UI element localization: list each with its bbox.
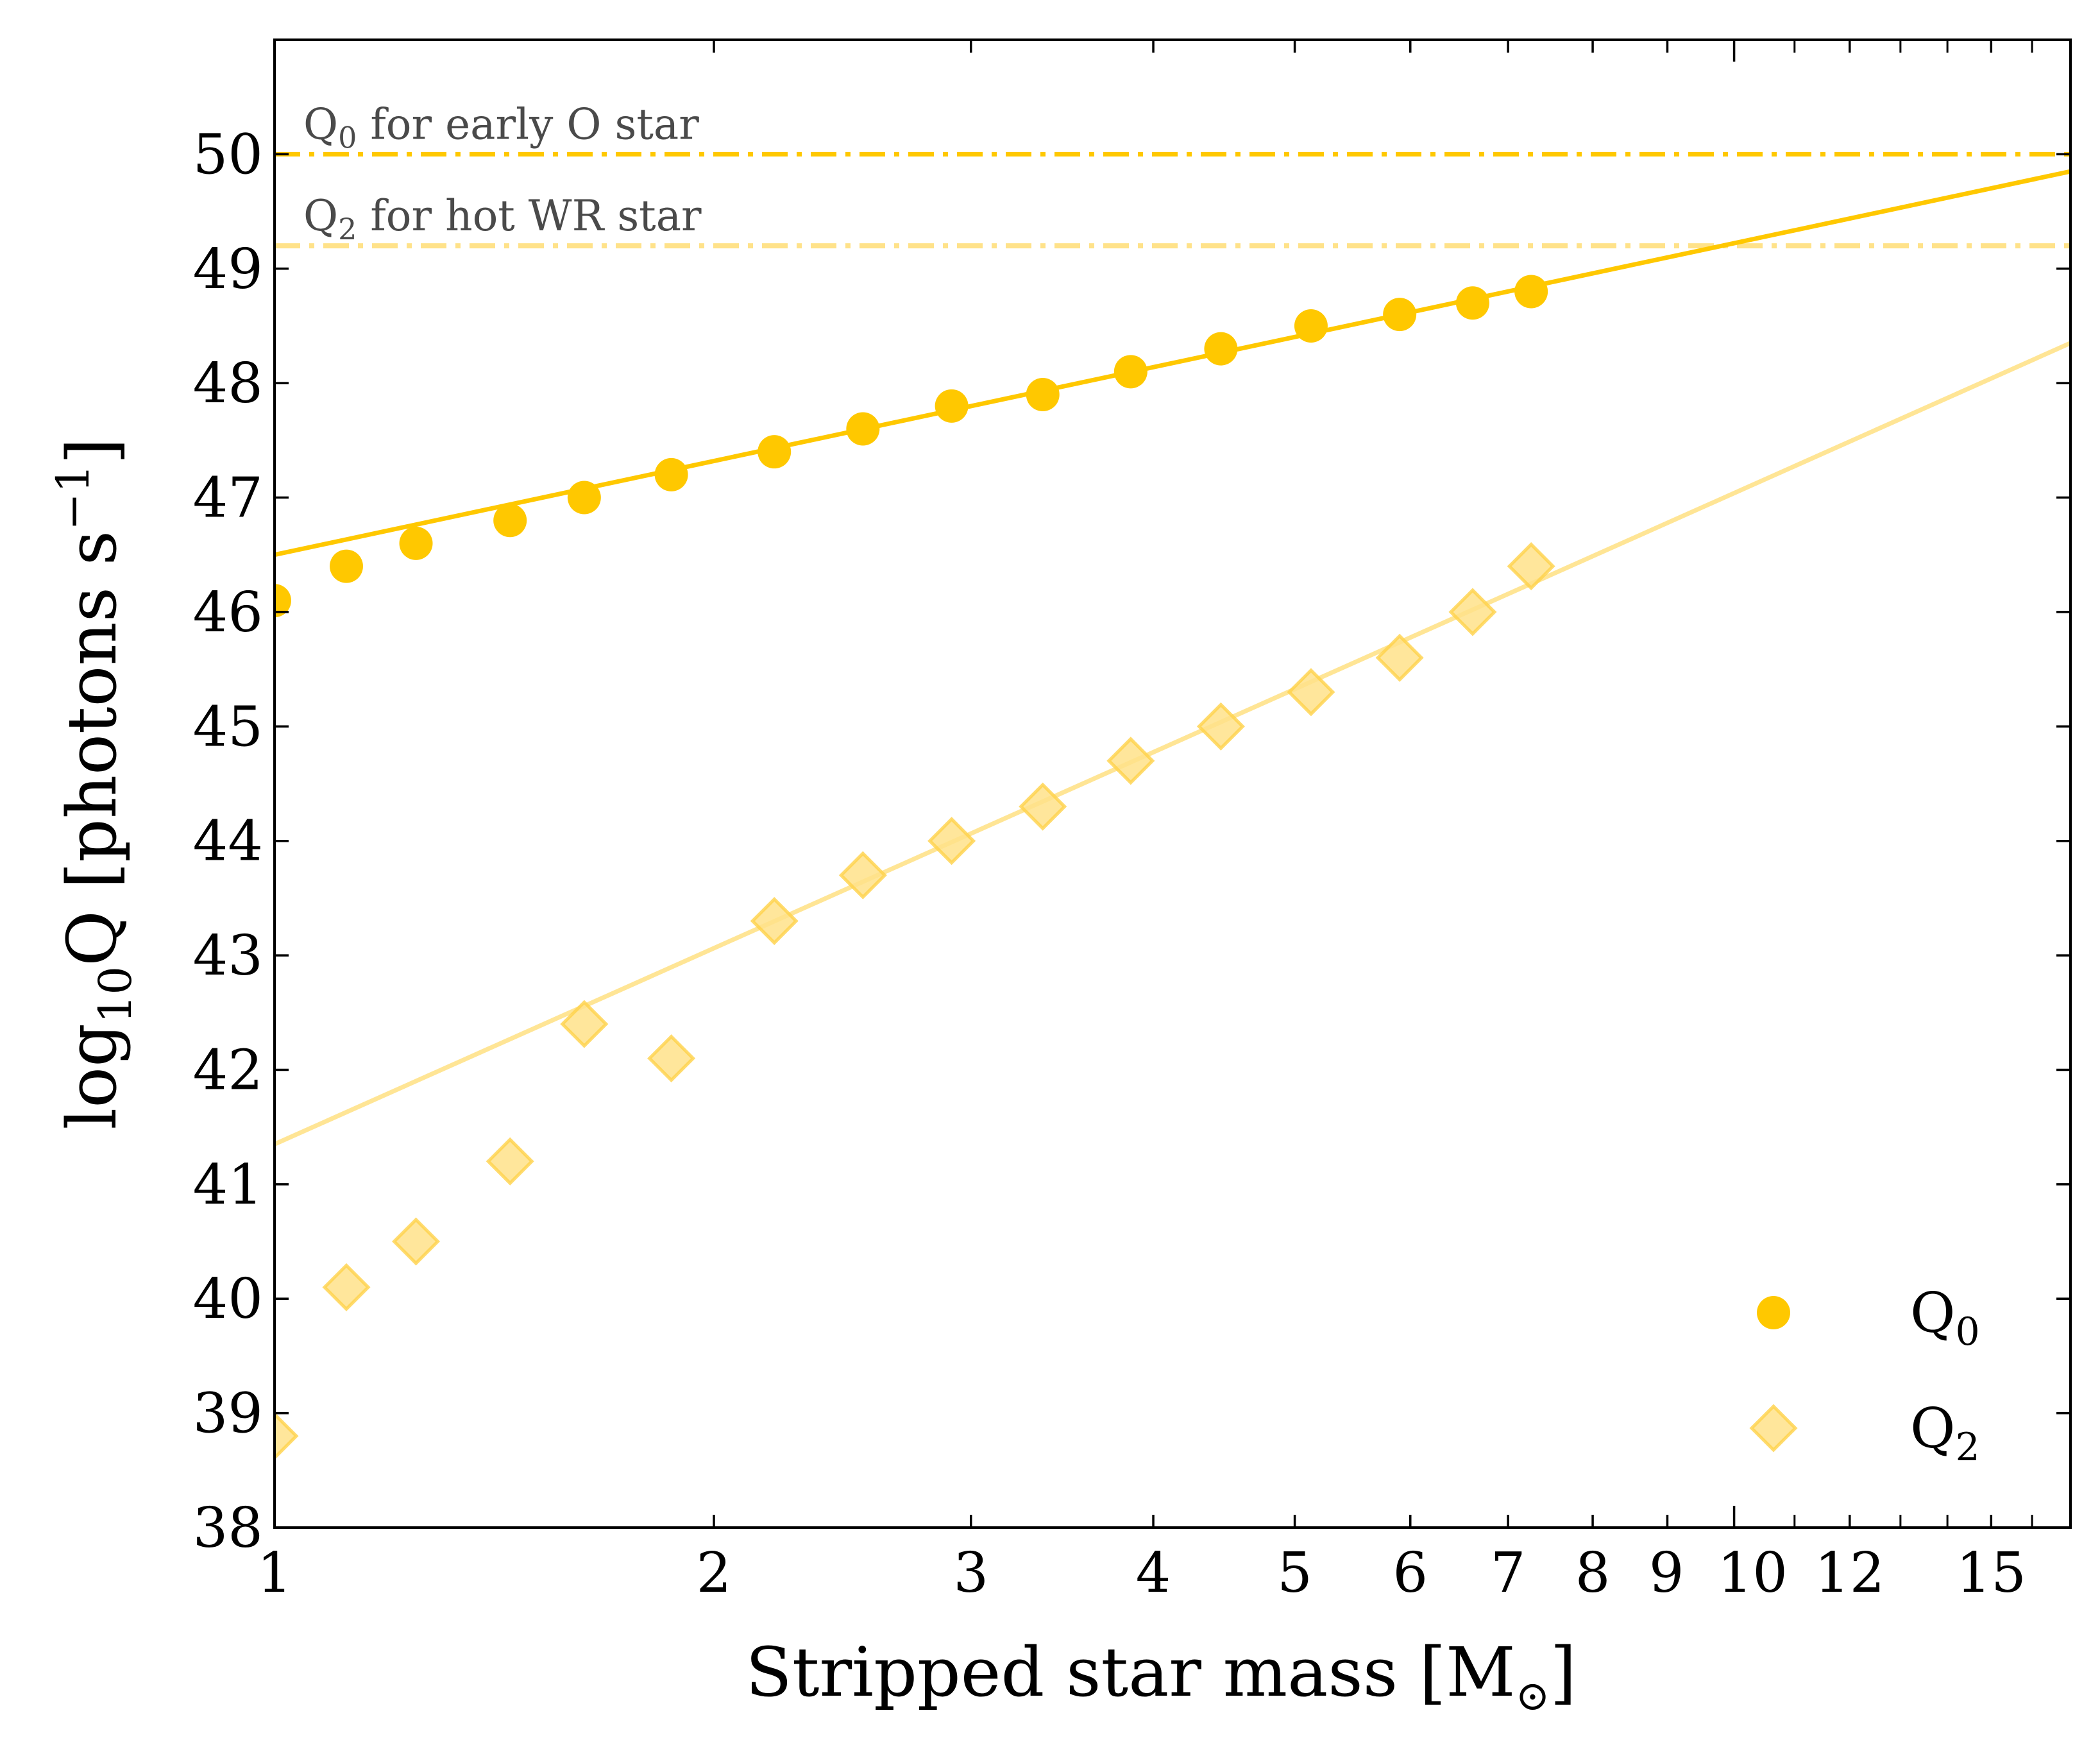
legend-label-subscript: 0 — [1956, 1309, 1980, 1354]
x-tick-label: 3 — [953, 1541, 988, 1605]
x-axis-title-sun-symbol: ⊙ — [1516, 1673, 1550, 1720]
axes-frame — [273, 38, 2072, 1529]
data-point — [391, 1217, 441, 1266]
data-point — [330, 549, 364, 583]
data-point — [1448, 588, 1497, 636]
y-axis-title: log10Q [photons s−1] — [47, 438, 142, 1129]
x-axis-title-suffix: ] — [1550, 1633, 1576, 1712]
reference-label-subscript: 2 — [338, 212, 357, 246]
x-axis-title-text: Stripped star mass [M — [745, 1633, 1515, 1712]
y-tick-label: 48 — [193, 352, 263, 416]
reference-line-label: Q2 for hot WR star — [303, 191, 702, 246]
y-tick-label: 49 — [193, 237, 263, 302]
reference-line-label: Q0 for early O star — [303, 99, 699, 155]
data-point — [1204, 332, 1238, 366]
x-tick-label: 4 — [1136, 1541, 1171, 1605]
y-tick-label: 42 — [193, 1038, 263, 1102]
reference-label-text: for early O star — [357, 99, 699, 149]
y-tick-label: 40 — [193, 1267, 263, 1331]
x-tick-label: 5 — [1277, 1541, 1312, 1605]
y-tick-label: 44 — [193, 810, 263, 874]
y-tick-label: 39 — [193, 1382, 263, 1446]
legend-label-symbol: Q — [1910, 1281, 1956, 1345]
x-tick-label: 2 — [697, 1541, 732, 1605]
legend-label: Q2 — [1910, 1397, 1980, 1470]
legend-label-symbol: Q — [1910, 1397, 1956, 1461]
data-point — [1196, 702, 1245, 751]
x-tick-label: 9 — [1649, 1541, 1684, 1605]
legend-marker — [1757, 1296, 1790, 1329]
y-tick-label: 46 — [193, 581, 263, 645]
y-tick-label: 41 — [193, 1153, 263, 1217]
data-point — [1375, 633, 1424, 682]
x-tick-label: 7 — [1491, 1541, 1526, 1605]
x-axis-title: Stripped star mass [M⊙] — [745, 1633, 1576, 1720]
reference-label-symbol: Q — [303, 191, 338, 241]
legend-label-subscript: 2 — [1956, 1425, 1980, 1470]
legend-marker — [1749, 1404, 1798, 1453]
data-point — [399, 526, 433, 560]
data-point — [927, 817, 976, 865]
y-tick-label: 43 — [193, 924, 263, 988]
data-point — [758, 435, 792, 469]
reference-label-symbol: Q — [303, 99, 338, 149]
x-tick-label: 8 — [1575, 1541, 1611, 1605]
data-point — [275, 584, 291, 618]
data-point — [1114, 355, 1147, 389]
data-point — [1106, 737, 1155, 785]
data-point — [560, 1000, 609, 1048]
reference-label-text: for hot WR star — [357, 191, 702, 241]
y-tick-label: 45 — [193, 695, 263, 759]
x-tick-label: 10 — [1718, 1541, 1788, 1605]
data-point — [1019, 782, 1067, 831]
y-axis-title-superscript: −1 — [47, 465, 99, 531]
y-axis-title-end: ] — [53, 438, 131, 464]
y-axis-title-subscript: 10 — [89, 966, 142, 1023]
data-point — [1294, 309, 1328, 343]
data-point — [486, 1137, 534, 1186]
data-point — [654, 457, 688, 491]
data-point — [493, 504, 527, 538]
data-point — [1455, 286, 1489, 320]
y-tick-label: 47 — [193, 466, 263, 531]
data-point — [1514, 275, 1548, 309]
data-point — [846, 412, 880, 446]
x-tick-label: 15 — [1956, 1541, 2026, 1605]
legend-label: Q0 — [1910, 1281, 1980, 1354]
x-tick-label: 1 — [257, 1541, 292, 1605]
y-tick-label: 38 — [193, 1496, 263, 1560]
y-axis-title-log: log — [53, 1023, 131, 1130]
data-point — [838, 851, 887, 899]
data-point — [1026, 377, 1060, 411]
data-point — [935, 389, 969, 423]
reference-label-subscript: 0 — [338, 120, 357, 155]
x-tick-label: 12 — [1815, 1541, 1884, 1605]
y-tick-label: 50 — [193, 123, 263, 187]
data-point — [1383, 298, 1417, 332]
data-point — [750, 897, 799, 946]
y-axis-title-main: Q [photons s — [53, 531, 131, 966]
data-point — [567, 481, 601, 515]
data-point — [1287, 668, 1335, 717]
x-tick-label: 6 — [1393, 1541, 1428, 1605]
data-point — [1507, 542, 1555, 591]
data-point — [647, 1034, 696, 1083]
data-point — [275, 1411, 299, 1460]
data-point — [322, 1263, 371, 1311]
